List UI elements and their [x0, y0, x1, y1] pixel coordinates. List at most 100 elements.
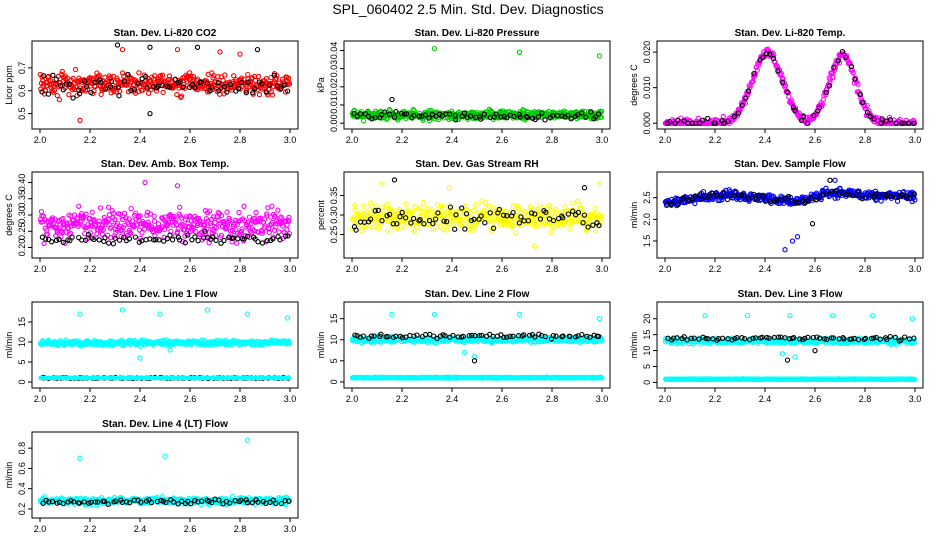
- data-point-selected: [804, 120, 811, 126]
- data-point-all: [352, 202, 358, 208]
- data-point-all: [119, 307, 126, 313]
- data-point-selected: [847, 192, 853, 198]
- data-point-all: [275, 207, 281, 213]
- data-point-selected: [827, 177, 833, 183]
- data-point-all: [912, 197, 918, 203]
- data-point-all: [850, 70, 856, 76]
- data-point-all: [782, 82, 789, 89]
- data-point-all: [585, 219, 592, 225]
- y-axis-label: kPa: [316, 77, 326, 93]
- data-point-selected: [378, 112, 385, 118]
- data-point-all: [187, 213, 193, 219]
- data-point-all: [157, 311, 163, 317]
- data-point-all: [439, 203, 446, 209]
- data-point-all: [142, 179, 148, 186]
- data-point-all: [461, 349, 468, 356]
- data-point-selected: [832, 188, 838, 194]
- data-point-selected: [284, 88, 291, 94]
- data-point-all: [140, 87, 146, 93]
- data-point-selected: [459, 205, 465, 211]
- data-point-selected: [63, 81, 69, 87]
- y-tick-label: 5: [329, 358, 339, 363]
- data-point-all: [829, 75, 836, 81]
- data-point-all: [104, 219, 110, 225]
- data-point-selected: [805, 198, 811, 204]
- data-point-all: [417, 204, 423, 211]
- data-point-selected: [675, 202, 681, 208]
- data-point-selected: [259, 80, 265, 87]
- data-point-selected: [501, 334, 507, 341]
- data-point-selected: [709, 190, 716, 196]
- data-point-all: [401, 224, 407, 231]
- data-point-all: [789, 238, 796, 244]
- data-point-all: [516, 206, 522, 213]
- page-title: SPL_060402 2.5 Min. Std. Dev. Diagnostic…: [332, 1, 604, 17]
- data-point-selected: [535, 114, 542, 120]
- data-point-selected: [386, 211, 393, 218]
- y-axis-label: degrees C: [629, 64, 639, 106]
- data-point-selected: [143, 73, 149, 80]
- data-point-selected: [721, 189, 727, 195]
- data-point-low-band: [287, 375, 292, 381]
- data-point-selected: [110, 241, 117, 247]
- data-point-selected: [410, 215, 417, 222]
- x-tick-label: 2.0: [659, 264, 672, 274]
- data-point-all: [97, 83, 104, 89]
- data-point-selected: [516, 220, 523, 226]
- data-point-all: [93, 222, 99, 228]
- y-tick-label: 2.5: [642, 191, 652, 204]
- y-tick-label: 15: [642, 330, 652, 340]
- data-point-selected: [60, 87, 66, 93]
- data-point-selected: [879, 116, 885, 122]
- data-point-selected: [195, 237, 201, 244]
- data-point-selected: [372, 208, 378, 214]
- data-point-all: [692, 200, 698, 207]
- data-point-all: [533, 224, 539, 230]
- data-point-selected: [274, 83, 281, 89]
- data-point-selected: [108, 78, 115, 85]
- data-point-selected: [479, 332, 485, 339]
- data-point-selected: [550, 217, 557, 224]
- data-point-all: [174, 91, 180, 98]
- data-point-selected: [42, 236, 49, 242]
- data-point-selected: [671, 198, 677, 204]
- data-point-selected: [88, 89, 94, 96]
- data-point-all: [243, 87, 250, 93]
- data-point-selected: [843, 54, 849, 61]
- x-tick-label: 2.6: [496, 394, 509, 404]
- y-tick-label: 0: [17, 379, 27, 384]
- y-tick-label: 0.35: [329, 187, 339, 205]
- data-point-all: [473, 201, 479, 208]
- data-point-all: [85, 222, 91, 228]
- data-point-all: [269, 92, 276, 98]
- data-point-selected: [60, 239, 66, 246]
- data-point-all: [864, 102, 870, 109]
- data-point-all: [577, 205, 584, 211]
- data-point-all: [537, 202, 543, 208]
- data-point-all: [832, 195, 838, 201]
- data-point-selected: [462, 226, 468, 232]
- data-point-all: [368, 213, 375, 219]
- data-point-selected: [843, 191, 849, 198]
- data-point-all: [139, 230, 145, 236]
- data-point-selected: [487, 210, 493, 216]
- data-point-selected: [587, 334, 593, 340]
- data-point-selected: [584, 333, 590, 340]
- data-point-all: [256, 91, 263, 98]
- data-point-all: [212, 219, 218, 226]
- data-point-all: [81, 224, 87, 230]
- data-point-all: [599, 338, 605, 344]
- data-point-selected: [753, 196, 760, 202]
- data-point-all: [383, 204, 389, 211]
- data-point-all: [264, 211, 270, 217]
- data-point-selected: [204, 80, 211, 86]
- data-point-selected: [725, 118, 731, 125]
- data-point-selected: [391, 177, 398, 183]
- data-point-all: [411, 228, 417, 235]
- data-point-selected: [581, 185, 588, 191]
- plot-points: [37, 42, 293, 124]
- y-tick-label: 0.6: [17, 84, 27, 97]
- data-point-selected: [116, 237, 123, 243]
- data-point-all: [373, 219, 379, 226]
- data-point-all: [431, 311, 438, 318]
